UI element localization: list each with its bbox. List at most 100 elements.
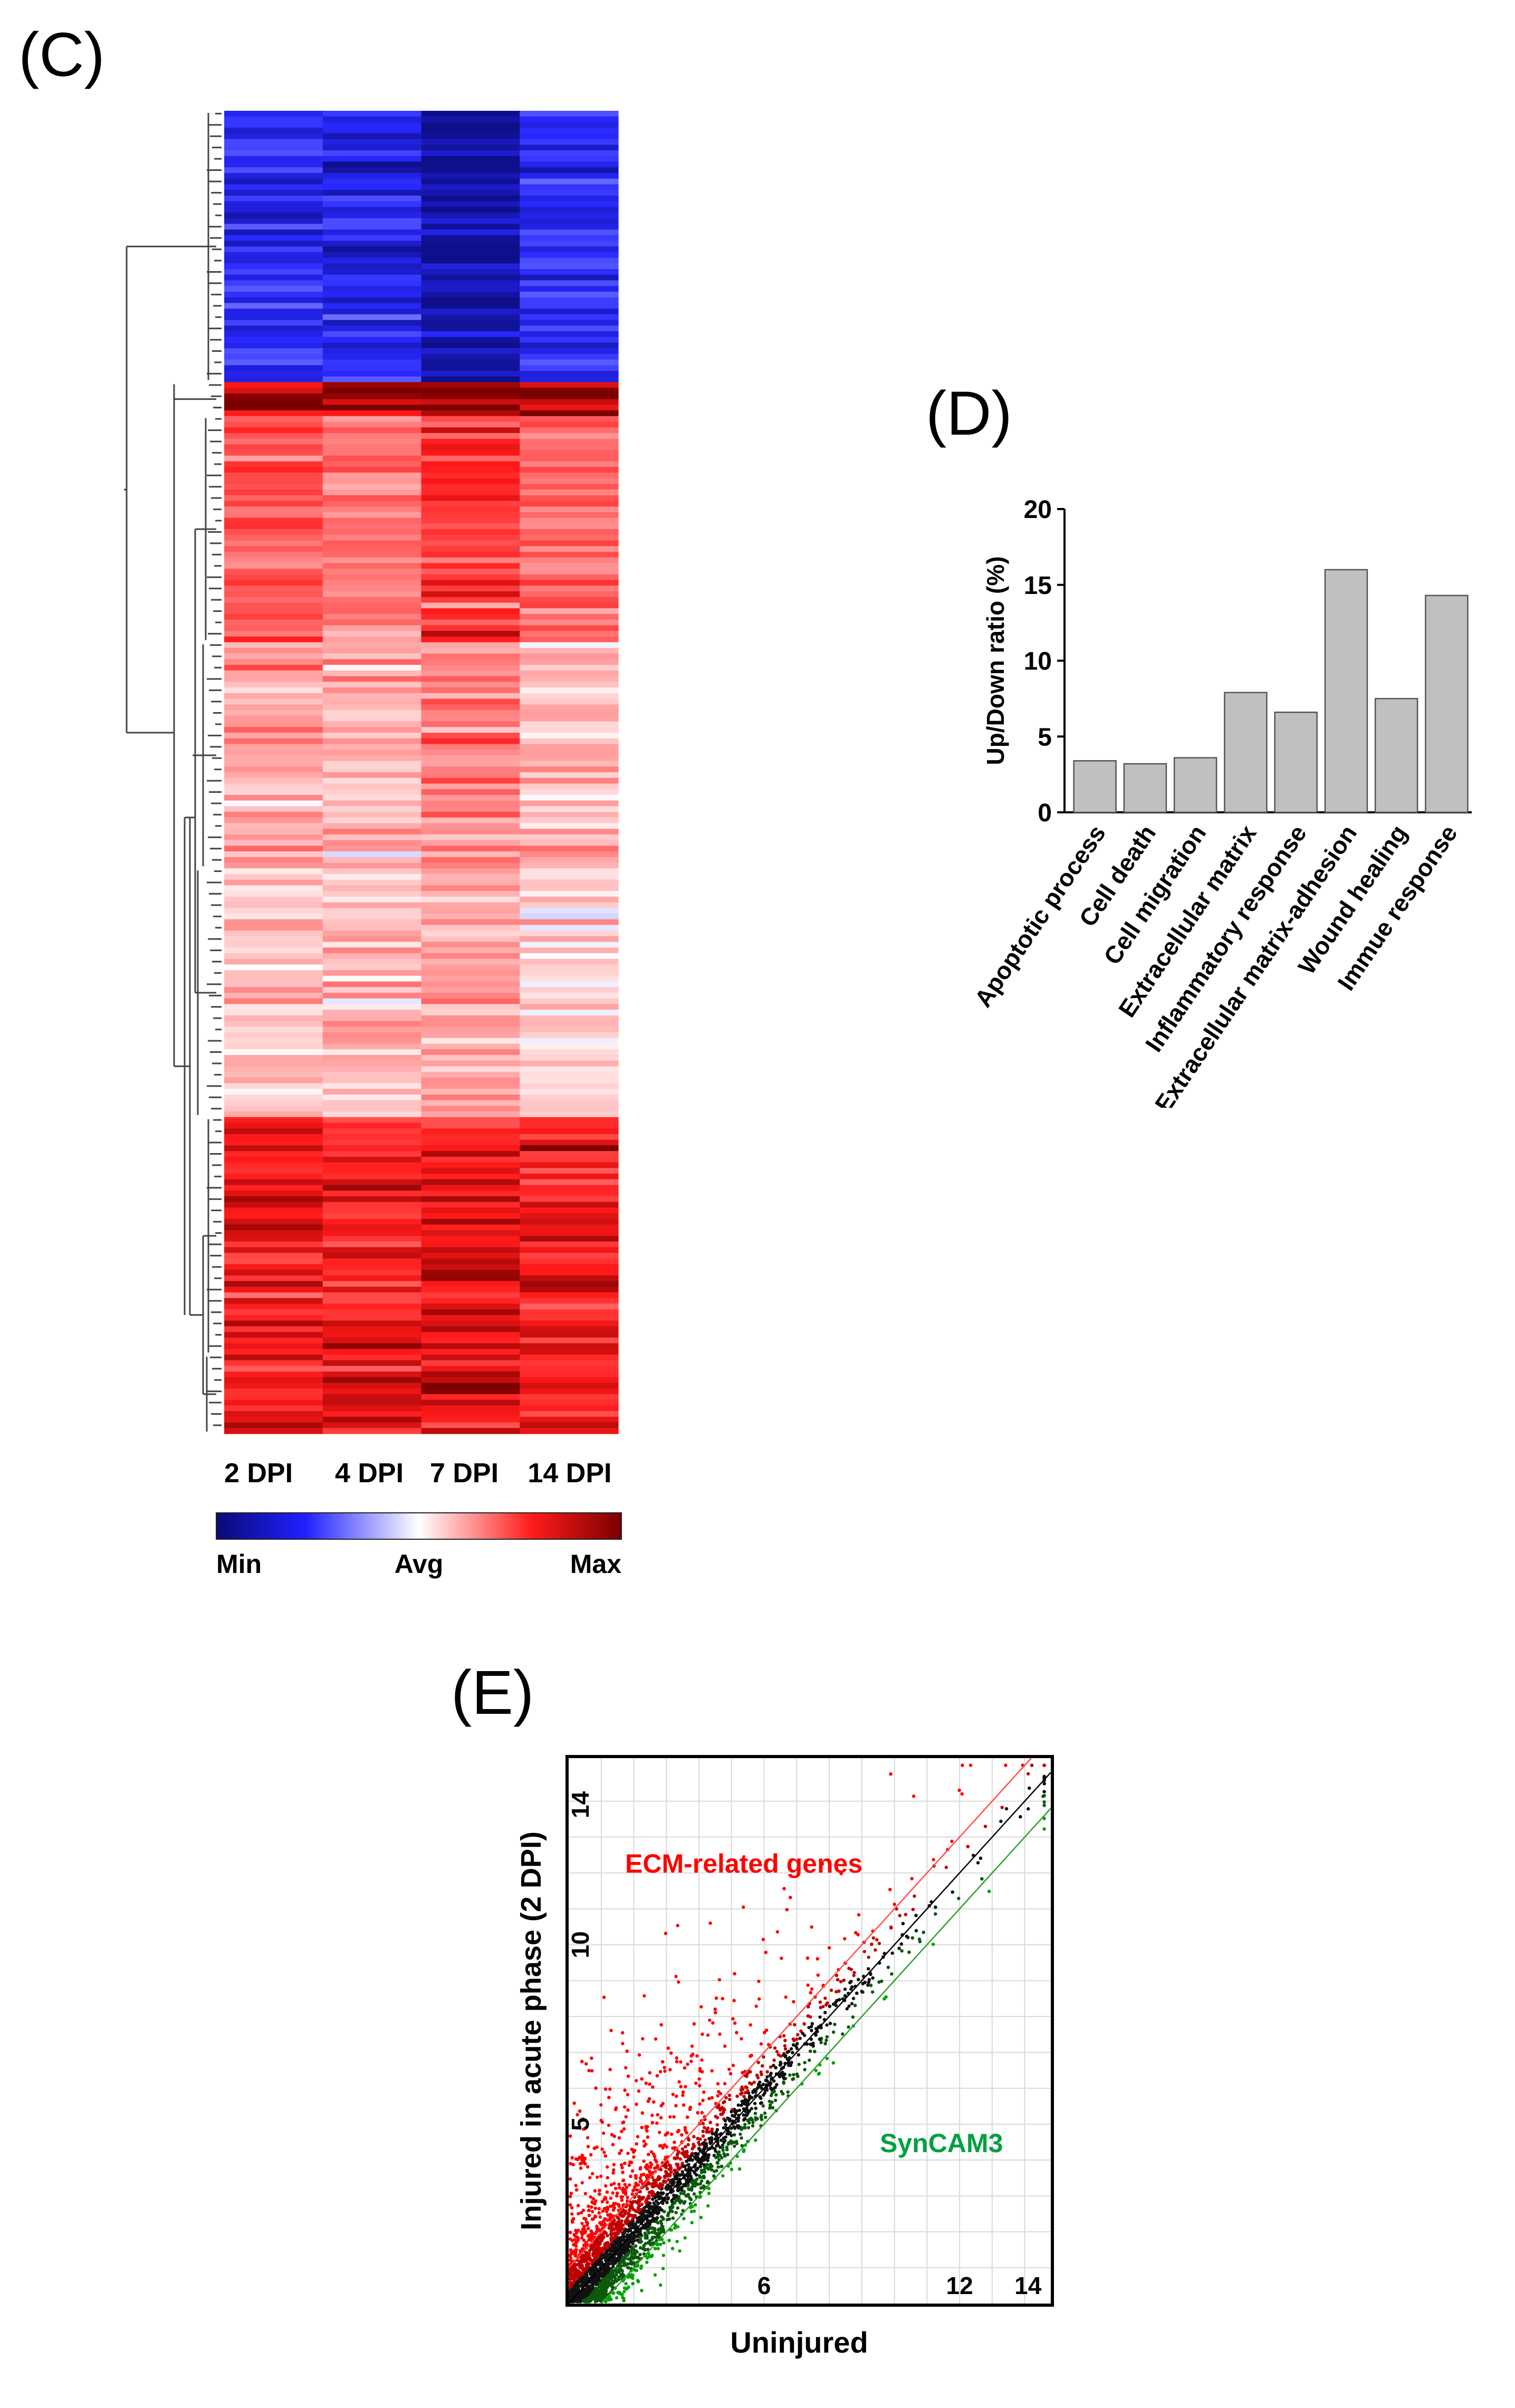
heatmap-cell — [520, 919, 619, 925]
heatmap-cell — [421, 218, 520, 224]
scatter-point — [847, 1966, 851, 1970]
heatmap-cell — [224, 1377, 323, 1384]
heatmap-cell — [224, 393, 323, 400]
heatmap-cell — [520, 1230, 619, 1236]
scatter-point — [612, 2206, 616, 2210]
heatmap-cell — [520, 625, 619, 631]
heatmap-cell — [520, 1191, 619, 1197]
heatmap-cell — [224, 274, 323, 281]
heatmap-cell — [520, 529, 619, 535]
heatmap-cell — [224, 111, 323, 117]
heatmap-cell — [322, 930, 422, 937]
heatmap-cell — [322, 1332, 422, 1338]
heatmap-cell — [224, 421, 323, 428]
scatter-point — [667, 2211, 670, 2215]
heatmap-cell — [224, 829, 323, 835]
heatmap-cell — [322, 309, 422, 315]
heatmap-cell — [224, 218, 323, 224]
heatmap-cell — [224, 178, 323, 185]
heatmap-cell — [322, 727, 422, 733]
scatter-point — [742, 1905, 745, 1909]
heatmap-cell — [520, 1258, 619, 1265]
heatmap-cell — [224, 879, 323, 886]
heatmap-cell — [322, 393, 422, 400]
heatmap-cell — [224, 586, 323, 592]
scatter-point — [668, 2068, 672, 2071]
scatter-point — [690, 2044, 694, 2048]
scatter-point — [797, 2062, 801, 2066]
heatmap-cell — [322, 1326, 422, 1332]
heatmap-cell — [224, 744, 323, 750]
scatter-point — [785, 2050, 789, 2054]
heatmap-cell — [421, 325, 520, 332]
heatmap-cell — [520, 291, 619, 298]
heatmap-cell — [421, 427, 520, 434]
scatter-point — [722, 2107, 726, 2111]
heatmap-cell — [224, 806, 323, 812]
scatter-point — [1004, 1807, 1009, 1811]
heatmap-cell — [421, 613, 520, 620]
scatter-point — [641, 2037, 645, 2041]
heatmap-cell — [224, 257, 323, 264]
heatmap-cell — [520, 405, 619, 411]
scatter-point — [969, 1763, 973, 1767]
heatmap-cell — [520, 133, 619, 140]
heatmap-cell — [322, 342, 422, 349]
heatmap-cell — [421, 365, 520, 371]
scatter-point — [705, 2128, 709, 2132]
heatmap-cell — [224, 1015, 323, 1022]
heatmap-cell — [421, 207, 520, 213]
scatter-point — [745, 2072, 749, 2076]
scatter-point — [599, 2263, 603, 2267]
heatmap-cell — [421, 297, 520, 304]
heatmap-cell — [520, 156, 619, 162]
heatmap-cell — [322, 1405, 422, 1412]
scatter-point — [686, 2184, 690, 2188]
scatter-point — [726, 2153, 730, 2156]
heatmap-cell — [224, 704, 323, 711]
scatter-point — [717, 1978, 721, 1982]
heatmap-cell — [421, 823, 520, 829]
heatmap-cell — [224, 857, 323, 864]
heatmap-cell — [224, 1139, 323, 1146]
heatmap-column-label: 7 DPI — [430, 1458, 498, 1489]
heatmap-cell — [322, 772, 422, 779]
heatmap-cell — [520, 1072, 619, 1078]
scatter-point — [619, 2264, 623, 2268]
heatmap-cell — [322, 823, 422, 829]
heatmap-cell — [224, 1371, 323, 1378]
heatmap-cell — [224, 353, 323, 360]
scatter-point — [636, 2135, 640, 2138]
heatmap-cell — [421, 846, 520, 852]
heatmap-cell — [520, 964, 619, 971]
scatter-point — [570, 2239, 574, 2242]
scatter-point — [654, 2231, 657, 2235]
scatter-point — [623, 2088, 627, 2092]
heatmap-cell — [322, 353, 422, 360]
heatmap-cell — [224, 314, 323, 321]
scatter-point — [828, 2021, 832, 2026]
heatmap-cell — [520, 399, 619, 405]
heatmap-cell — [421, 1320, 520, 1327]
scatter-point — [673, 2169, 676, 2172]
scatter-point — [684, 2085, 687, 2088]
scatter-point — [622, 2251, 626, 2255]
heatmap-cell — [421, 829, 520, 835]
heatmap-cell — [520, 580, 619, 586]
scatter-point — [698, 2102, 702, 2106]
heatmap-cell — [520, 1162, 619, 1168]
heatmap-cell — [322, 1015, 422, 1022]
scatter-point — [798, 2037, 802, 2040]
scatter-point — [782, 2034, 786, 2038]
scatter-point — [580, 2236, 583, 2240]
scatter-point — [874, 1948, 877, 1952]
scatter-point — [597, 2207, 601, 2211]
heatmap-cell — [421, 1332, 520, 1338]
scatter-point — [764, 2115, 768, 2119]
heatmap-cell — [224, 1094, 323, 1101]
heatmap-cell — [520, 676, 619, 683]
heatmap-cell — [224, 303, 323, 309]
heatmap-cell — [520, 665, 619, 671]
heatmap-cell — [520, 693, 619, 699]
heatmap-cell — [421, 676, 520, 683]
